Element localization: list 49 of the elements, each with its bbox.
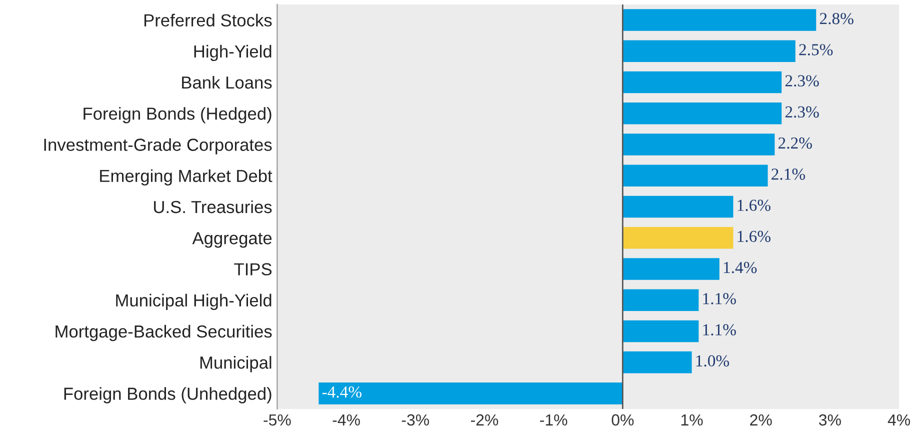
data-label: 2.3% — [785, 75, 819, 87]
x-tick-label: 3% — [819, 414, 841, 426]
data-label: 1.6% — [738, 230, 770, 242]
x-tick-label: 0% — [612, 414, 634, 426]
y-tick-label: Mortgage-Backed Securities — [56, 324, 272, 342]
bar — [622, 164, 768, 187]
data-label: 2.3% — [785, 106, 819, 118]
bar — [622, 71, 782, 94]
x-tick-label: -5% — [264, 414, 291, 426]
bar — [622, 226, 734, 249]
y-tick-label: Municipal — [200, 356, 272, 372]
bar — [622, 40, 796, 62]
x-tick-label: 1% — [681, 414, 703, 426]
y-tick-label: Foreign Bonds (Unhedged) — [64, 387, 272, 404]
data-label: 2.5% — [799, 44, 833, 56]
data-label: -4.4% — [322, 386, 362, 398]
x-tick-label: -1% — [540, 414, 568, 426]
x-tick-label: -3% — [402, 414, 430, 426]
y-tick-label: Preferred Stocks — [144, 14, 272, 26]
y-tick-label: TIPS — [234, 263, 272, 276]
bar — [622, 258, 720, 280]
y-tick-label: Municipal High-Yield — [116, 294, 272, 310]
x-tick-label: -2% — [470, 414, 498, 426]
data-label: 2.2% — [778, 137, 812, 149]
data-label: 2.8% — [820, 12, 854, 24]
bar — [622, 289, 699, 311]
data-label: 1.1% — [703, 324, 736, 336]
x-tick-label: 2% — [750, 414, 772, 426]
bar — [622, 9, 816, 31]
y-tick-label: Foreign Bonds (Hedged) — [84, 107, 272, 124]
data-label: 1.4% — [724, 262, 757, 274]
data-label: 1.6% — [738, 200, 770, 211]
bar — [318, 382, 623, 404]
bar — [622, 351, 692, 374]
bar — [622, 102, 782, 124]
y-tick-label: Investment-Grade Corporates — [44, 138, 272, 154]
data-label: 2.1% — [772, 168, 806, 180]
y-tick-label: Aggregate — [192, 232, 272, 248]
x-tick-label: 4% — [888, 414, 910, 426]
y-tick-label: High-Yield — [194, 44, 272, 62]
bar — [622, 134, 775, 156]
y-tick-label: U.S. Treasuries — [154, 200, 272, 214]
y-tick-label: Emerging Market Debt — [100, 169, 272, 186]
data-label: 1.1% — [703, 293, 736, 304]
y-tick-label: Bank Loans — [182, 76, 272, 89]
bar — [622, 196, 734, 218]
x-tick-label: -4% — [332, 414, 360, 426]
bar — [622, 320, 699, 342]
data-label: 1.0% — [696, 355, 730, 367]
